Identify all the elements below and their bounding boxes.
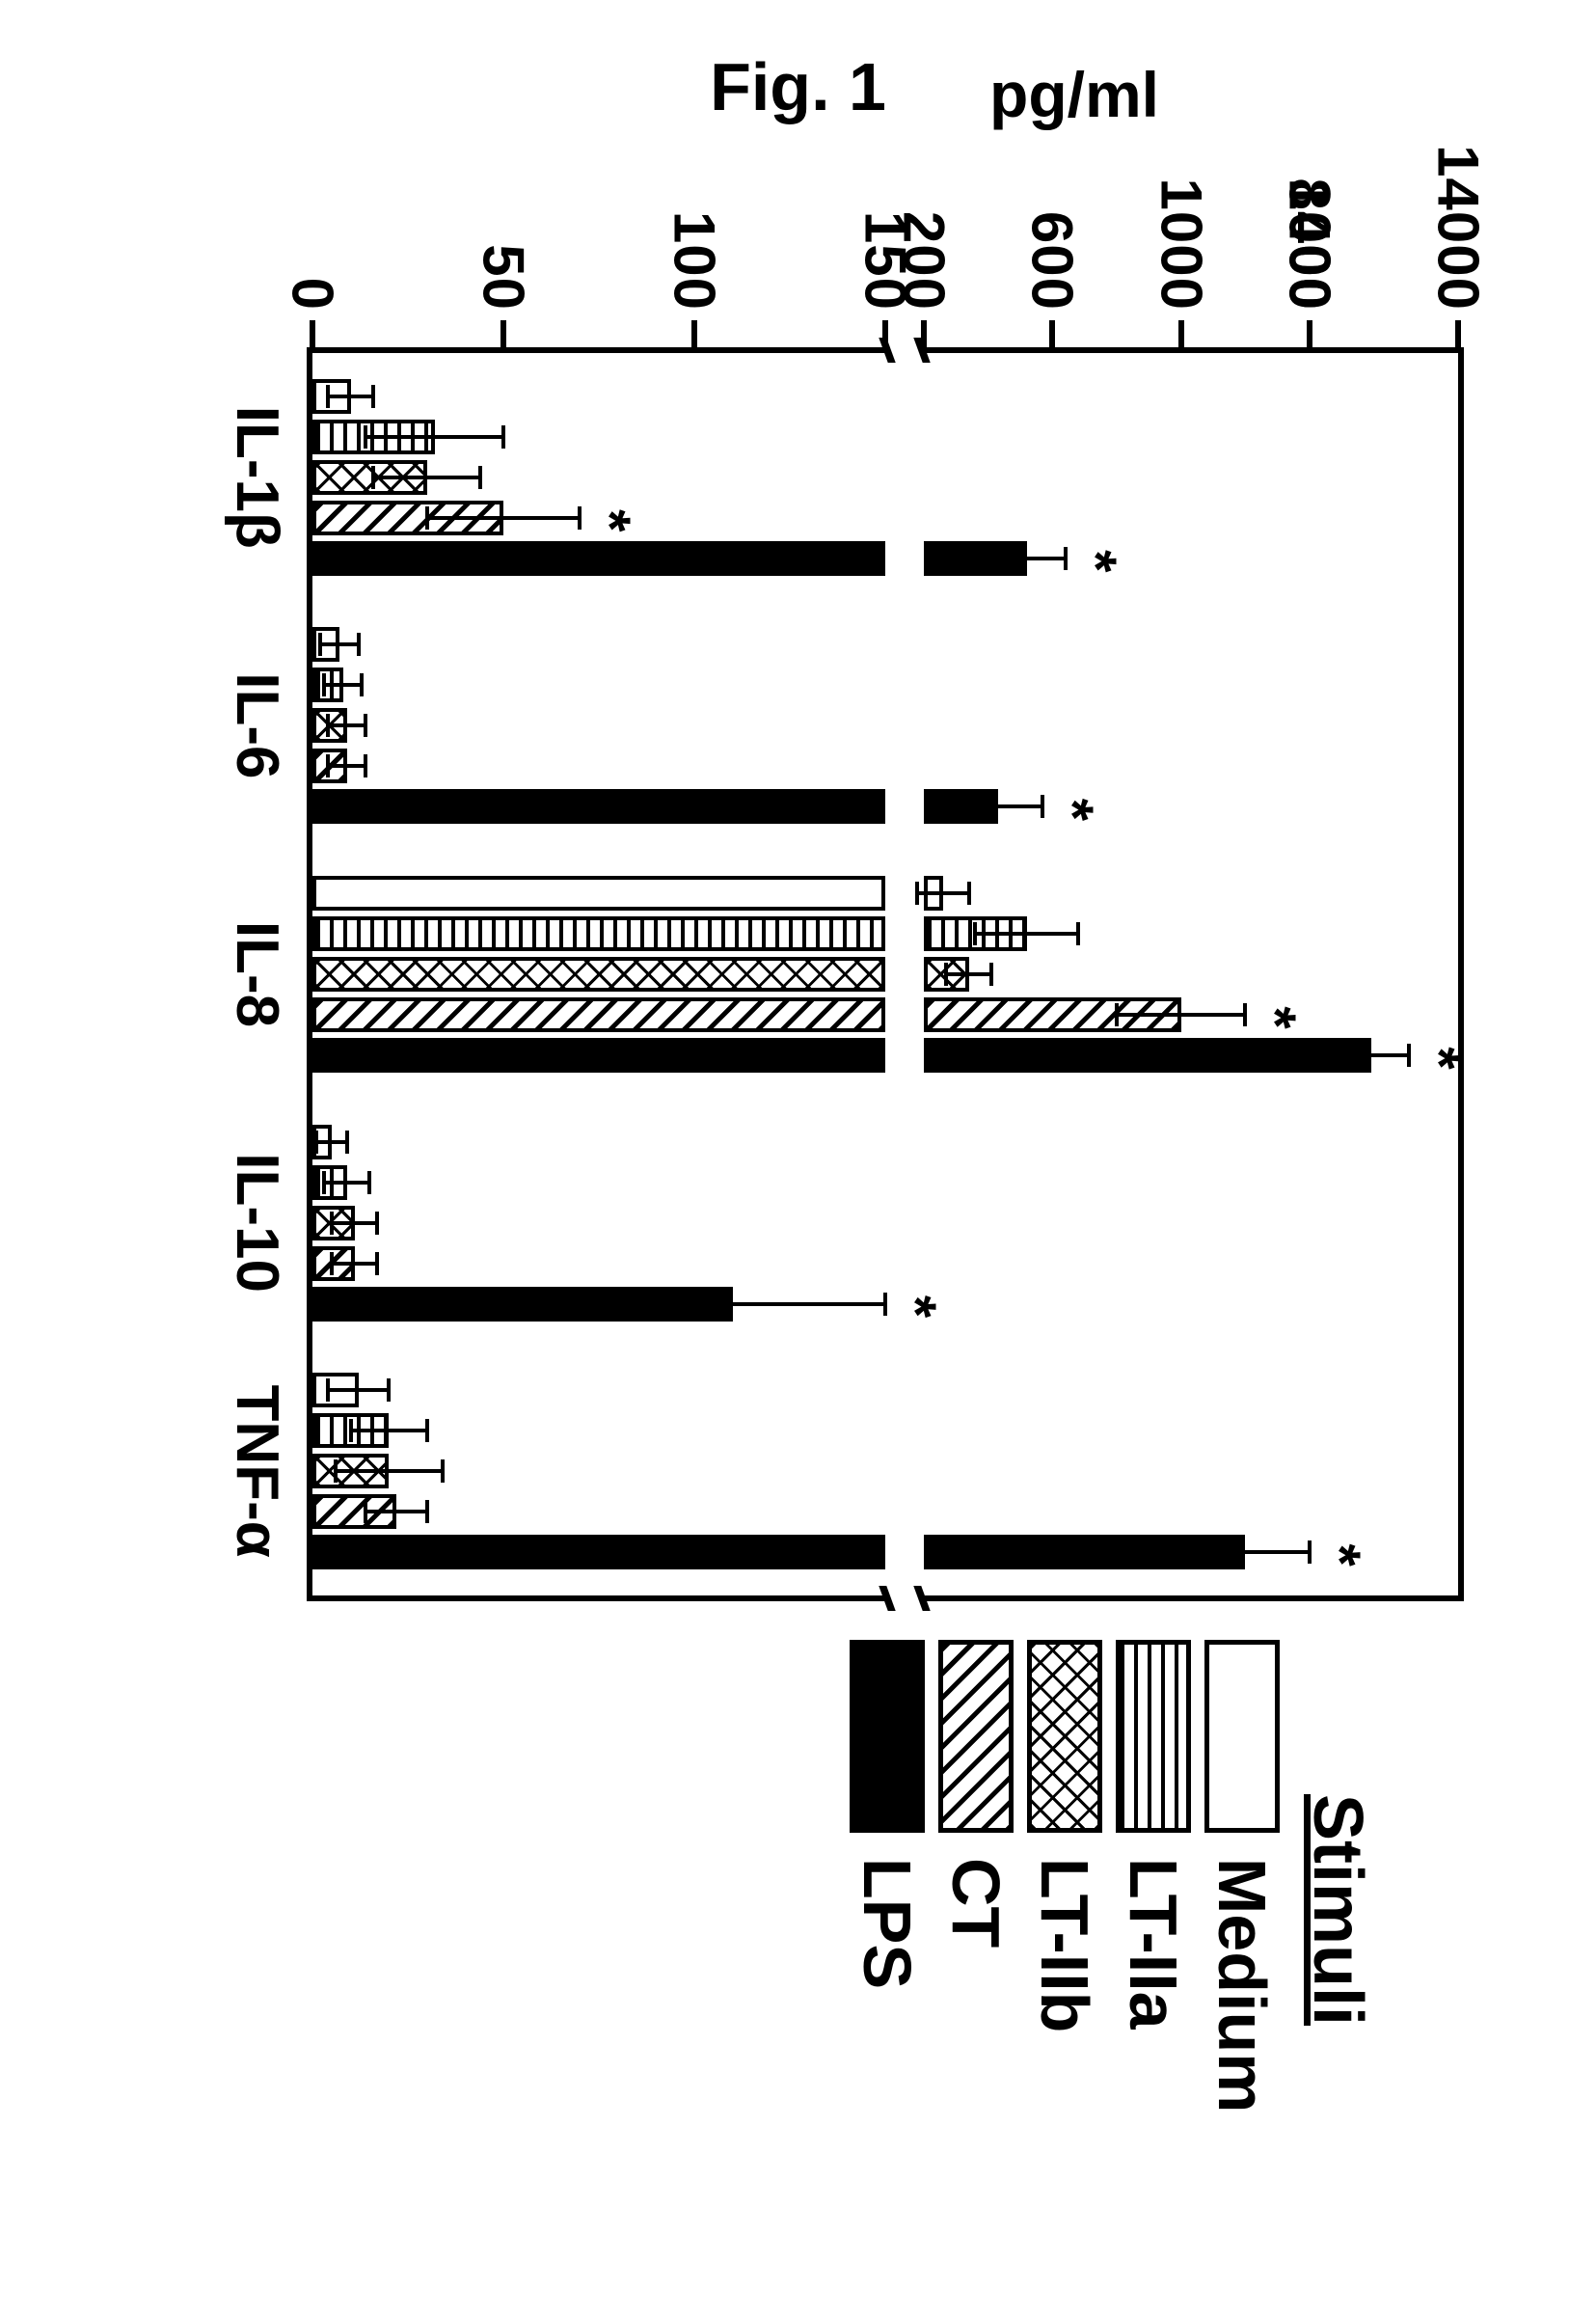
axis-break <box>885 341 924 1607</box>
legend-swatch <box>850 1640 925 1833</box>
error-bar <box>365 435 503 439</box>
figure-1: Fig. 1 pg/ml 050100150200600100014008000… <box>27 19 1570 2296</box>
error-bar <box>917 891 968 895</box>
y-tick <box>1307 320 1312 347</box>
error-bar <box>975 932 1078 936</box>
legend-label: LT-IIb <box>1026 1858 1103 2032</box>
error-bar <box>1180 1550 1309 1554</box>
y-tick-label: 600 <box>1018 96 1085 311</box>
bar-lps <box>312 1535 885 1569</box>
bar-medium <box>312 876 885 911</box>
error-bar <box>365 1510 426 1513</box>
error-bar <box>946 972 991 976</box>
y-tick <box>310 320 315 347</box>
significance-star: * <box>1405 1047 1472 1063</box>
y-tick <box>691 320 697 347</box>
y-tick-label: 0 <box>279 96 345 311</box>
error-bar <box>323 1181 369 1185</box>
legend-label: Medium <box>1204 1858 1281 2113</box>
legend-item-ct: CT <box>937 1640 1014 2180</box>
significance-star: * <box>1062 550 1128 566</box>
error-bar <box>319 642 358 646</box>
legend-swatch <box>938 1640 1014 1833</box>
bar-ct <box>312 997 885 1032</box>
error-bar <box>331 1262 377 1266</box>
significance-star: * <box>577 509 643 526</box>
error-bar <box>580 1302 885 1306</box>
bar-lt2a <box>312 916 885 951</box>
legend-swatch <box>1116 1640 1191 1833</box>
x-category-label: TNF-α <box>223 1385 291 1558</box>
legend-swatch <box>1204 1640 1280 1833</box>
legend: Stimuli MediumLT-IIaLT-IIbCTLPS <box>837 1640 1377 2180</box>
legend-item-lt2b: LT-IIb <box>1026 1640 1103 2180</box>
y-tick-label: 8000 <box>1276 96 1342 311</box>
legend-item-medium: Medium <box>1204 1640 1281 2180</box>
error-bar <box>1334 1053 1408 1057</box>
y-tick-label: 1000 <box>1148 96 1214 311</box>
significance-star: * <box>1242 1006 1309 1022</box>
bar-lps <box>312 789 885 824</box>
y-tick <box>882 320 888 347</box>
bar-lps <box>312 1038 885 1073</box>
x-category-label: IL-1β <box>223 406 291 549</box>
legend-item-lps: LPS <box>849 1640 926 2180</box>
error-bar <box>315 1140 346 1144</box>
y-tick <box>1455 320 1461 347</box>
error-bar <box>426 516 579 520</box>
y-tick-label: 50 <box>470 96 536 311</box>
legend-label: LT-IIa <box>1115 1858 1192 2030</box>
error-bar <box>327 723 365 727</box>
x-category-label: IL-6 <box>223 672 291 778</box>
bar-lt2b <box>312 957 885 992</box>
error-bar <box>987 557 1065 560</box>
legend-label: CT <box>937 1858 1014 1948</box>
error-bar <box>953 804 1042 808</box>
y-tick <box>921 320 927 347</box>
error-bar <box>327 1388 388 1392</box>
error-bar <box>327 395 373 398</box>
significance-star: * <box>1040 799 1106 815</box>
y-tick <box>1049 320 1055 347</box>
error-bar <box>350 1429 426 1432</box>
bar-lps <box>924 1038 1310 1073</box>
significance-star: * <box>1307 1544 1373 1561</box>
x-category-label: IL-8 <box>223 921 291 1027</box>
error-bar <box>1117 1013 1245 1017</box>
y-tick <box>500 320 506 347</box>
x-category-label: IL-10 <box>223 1153 291 1293</box>
bar-lps <box>312 541 885 576</box>
y-tick-label: 14000 <box>1424 96 1491 311</box>
legend-label: LPS <box>849 1858 926 1989</box>
error-bar <box>335 1469 442 1473</box>
y-tick-label: 200 <box>890 96 957 311</box>
legend-title: Stimuli <box>1298 1640 1377 2180</box>
legend-item-lt2a: LT-IIa <box>1115 1640 1192 2180</box>
y-tick-label: 100 <box>661 96 727 311</box>
error-bar <box>373 476 480 479</box>
chart-panel: pg/ml 05010015020060010001400800014000 *… <box>75 96 1522 2219</box>
significance-star: * <box>882 1295 949 1312</box>
legend-swatch <box>1027 1640 1102 1833</box>
y-tick <box>1177 320 1183 347</box>
error-bar <box>323 683 362 687</box>
error-bar <box>331 1221 377 1225</box>
error-bar <box>327 764 365 768</box>
